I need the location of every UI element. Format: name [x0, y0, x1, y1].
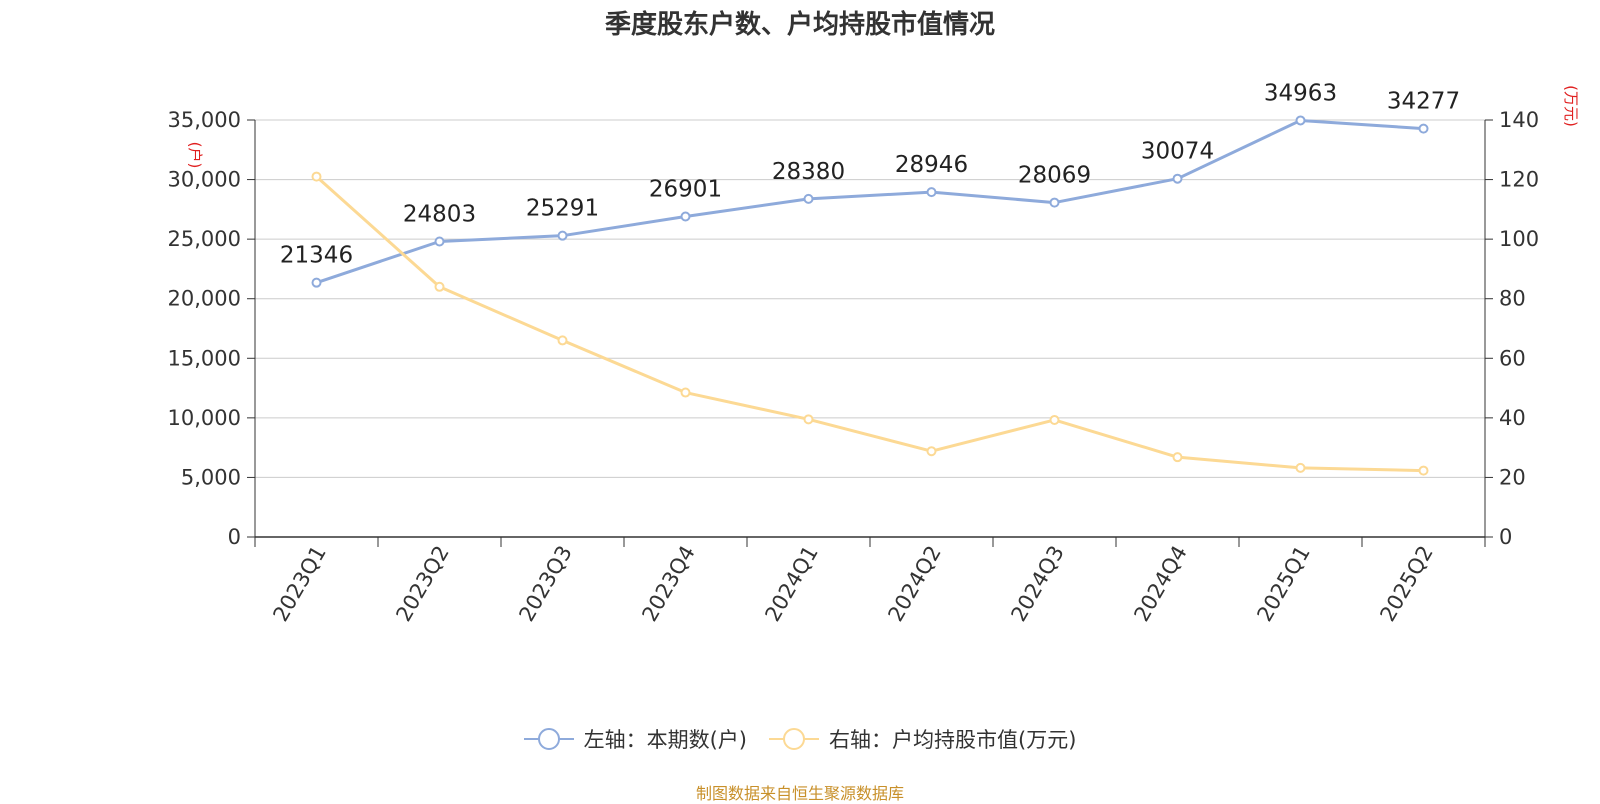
data-point-left — [311, 277, 322, 288]
x-tick-label: 2023Q1 — [268, 542, 330, 626]
data-point-left — [926, 187, 937, 198]
y-right-tick-label: 40 — [1499, 406, 1526, 430]
data-label: 34277 — [1387, 89, 1460, 115]
data-label: 34963 — [1264, 80, 1337, 106]
legend-left-marker-icon — [523, 728, 574, 750]
legend-item-right-series[interactable]: 右轴：户均持股市值(万元) — [769, 724, 1076, 754]
y-right-axis-label: (万元) — [1562, 85, 1580, 127]
data-point-left — [1418, 123, 1429, 134]
data-point-right — [1418, 465, 1429, 476]
data-point-right — [434, 281, 445, 292]
series-line-left — [316, 118, 1424, 285]
legend-left-label: 左轴：本期数(户) — [583, 728, 747, 752]
data-point-left — [680, 211, 691, 222]
y-left-tick-label: 10,000 — [168, 406, 241, 430]
x-tick-label: 2023Q3 — [514, 542, 576, 626]
data-label: 30074 — [1141, 139, 1214, 165]
y-right-tick-label: 0 — [1499, 525, 1512, 549]
data-point-left — [1172, 173, 1183, 184]
legend-item-left-series[interactable]: 左轴：本期数(户) — [523, 724, 747, 754]
y-left-tick-label: 0 — [228, 525, 241, 549]
y-left-tick-label: 15,000 — [168, 346, 241, 370]
data-point-right — [311, 171, 322, 182]
chart-title: 季度股东户数、户均持股市值情况 — [604, 10, 995, 40]
data-point-right — [1172, 452, 1183, 463]
data-label: 24803 — [403, 201, 476, 227]
data-label: 28946 — [895, 152, 968, 178]
x-tick-label: 2025Q2 — [1375, 542, 1437, 626]
line-chart: 0 5,000 10,000 15,000 20,000 25,000 30,000 35,0… — [168, 80, 1580, 626]
legend: 左轴：本期数(户) 右轴：户均持股市值(万元) — [0, 724, 1600, 754]
data-source-note: 制图数据来自恒生聚源数据库 — [695, 784, 904, 803]
data-labels: 21346 24803 25291 26901 28380 28946 28069 30074… — [280, 80, 1460, 268]
data-point-right — [926, 446, 937, 457]
data-point-left — [557, 230, 568, 241]
y-left-tick-label: 35,000 — [168, 108, 241, 132]
data-label: 28069 — [1018, 163, 1091, 189]
y-right-tick-label: 60 — [1499, 346, 1526, 370]
x-tick-label: 2024Q3 — [1006, 542, 1068, 626]
data-point-right — [680, 387, 691, 398]
legend-right-marker-icon — [769, 728, 819, 750]
legend-right-label: 右轴：户均持股市值(万元) — [829, 728, 1077, 752]
x-tick-label: 2023Q2 — [391, 542, 453, 626]
data-point-right — [557, 335, 568, 346]
data-point-left — [1049, 197, 1060, 208]
x-tick-label: 2024Q2 — [883, 542, 945, 626]
y-left-tick-label: 30,000 — [168, 168, 241, 192]
y-left-tick-label: 5,000 — [181, 465, 241, 489]
y-right-tick-label: 140 — [1499, 108, 1539, 132]
y-right-tick-label: 20 — [1499, 465, 1526, 489]
y-left-tick-label: 20,000 — [168, 287, 241, 311]
y-left-tick-label: 25,000 — [168, 227, 241, 251]
data-label: 25291 — [526, 196, 599, 222]
x-tick-label: 2023Q4 — [637, 542, 699, 626]
series-line-right — [315, 175, 1424, 473]
data-point-right — [803, 414, 814, 425]
y-right-tick-label: 100 — [1499, 227, 1539, 251]
data-point-left — [1295, 115, 1306, 126]
data-label: 28380 — [772, 159, 845, 185]
data-label: 26901 — [649, 176, 722, 202]
y-right-tick-label: 120 — [1499, 168, 1539, 192]
data-label: 21346 — [280, 243, 353, 269]
data-point-right — [1295, 462, 1306, 473]
data-point-left — [803, 193, 814, 204]
y-left-axis-label: (户) — [186, 142, 204, 169]
axes: 0 5,000 10,000 15,000 20,000 25,000 30,000 35,0… — [168, 85, 1580, 626]
data-point-left — [434, 236, 445, 247]
x-tick-label: 2025Q1 — [1252, 542, 1314, 626]
x-tick-label: 2024Q4 — [1129, 542, 1191, 626]
grid-lines — [255, 119, 1485, 478]
y-right-tick-label: 80 — [1499, 287, 1526, 311]
series — [311, 115, 1429, 476]
x-tick-label: 2024Q1 — [760, 542, 822, 626]
data-point-right — [1049, 414, 1060, 425]
